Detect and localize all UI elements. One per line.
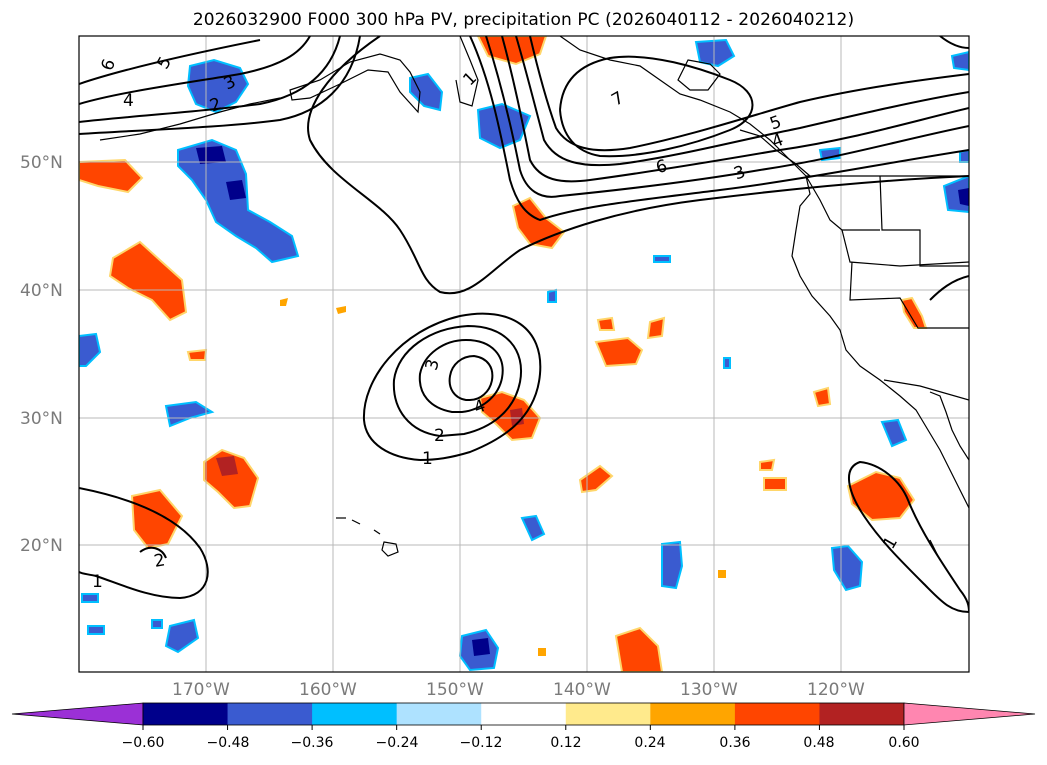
colorbar-tick-label: −0.36	[290, 735, 334, 751]
contour-label: 3	[422, 357, 444, 373]
contour-label: 1	[92, 572, 103, 592]
colorbar-tick-label: 0.36	[719, 735, 751, 751]
colorbar-segment	[650, 703, 736, 725]
colorbar-extend-high	[903, 702, 1036, 726]
lon-label-170w: 170°W	[172, 680, 230, 700]
colorbar-segment	[819, 703, 905, 725]
lon-label-150w: 150°W	[426, 680, 484, 700]
colorbar-tick-label: −0.12	[459, 735, 503, 751]
lat-label-30n: 30°N	[20, 409, 63, 429]
lat-label-50n: 50°N	[20, 153, 63, 173]
lat-label-20n: 20°N	[20, 536, 63, 556]
colorbar-segment	[143, 703, 229, 725]
pv-contours	[79, 36, 969, 614]
lat-label-40n: 40°N	[20, 281, 63, 301]
colorbar-tick-label: 0.48	[803, 735, 835, 751]
map-title: 2026032900 F000 300 hPa PV, precipitatio…	[192, 10, 855, 30]
colorbar-ticks	[142, 725, 905, 730]
colorbar	[11, 702, 1036, 730]
contour-label: 2	[153, 550, 167, 572]
lon-label-140w: 140°W	[553, 680, 611, 700]
colorbar-tick-label: 0.12	[550, 735, 582, 751]
colorbar-segment	[481, 703, 567, 725]
colorbar-tick-label: 0.60	[888, 735, 920, 751]
colorbar-segment	[312, 703, 398, 725]
gridlines	[79, 36, 969, 672]
colorbar-extend-low	[11, 702, 144, 726]
map-background	[79, 36, 969, 672]
colorbar-tick-label: −0.60	[121, 735, 165, 751]
colorbar-tick-label: −0.48	[206, 735, 250, 751]
contour-label: 4	[123, 91, 134, 111]
lon-label-130w: 130°W	[680, 680, 738, 700]
contour-label: 1	[422, 449, 433, 469]
colorbar-segments	[142, 702, 905, 726]
lon-label-160w: 160°W	[299, 680, 357, 700]
contour-label: 6	[654, 156, 670, 178]
colorbar-segment	[396, 703, 482, 725]
colorbar-tick-label: −0.24	[375, 735, 419, 751]
colorbar-segment	[565, 703, 651, 725]
map-frame	[78, 35, 970, 673]
colorbar-segment	[734, 703, 820, 725]
colorbar-segment	[227, 703, 313, 725]
colorbar-tick-label: 0.24	[634, 735, 666, 751]
lon-label-120w: 120°W	[807, 680, 865, 700]
contour-label: 2	[434, 426, 445, 446]
